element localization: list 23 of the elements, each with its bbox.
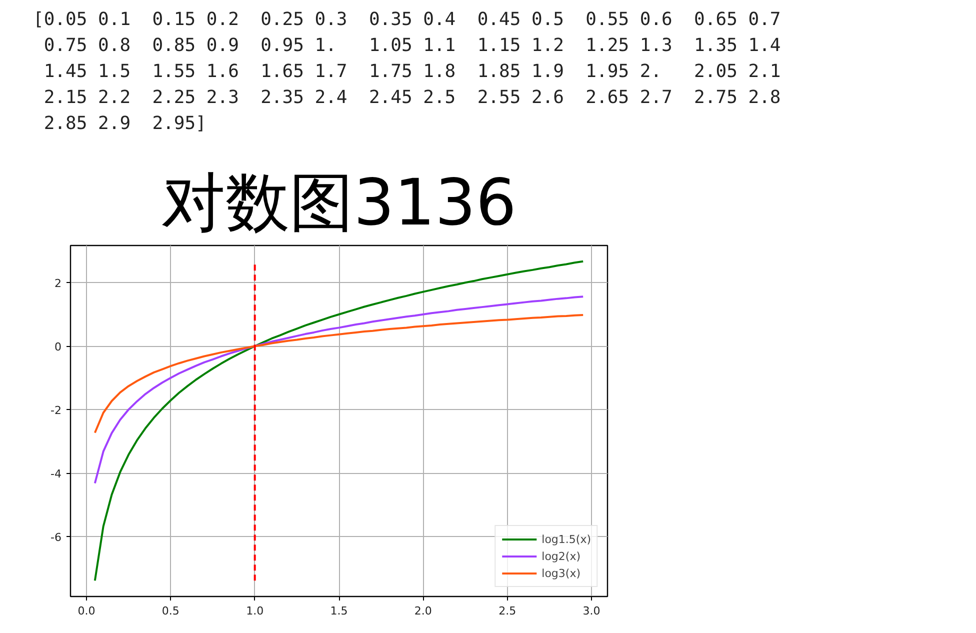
line-series <box>94 314 584 434</box>
text: 0.75 0.8 0.85 0.9 0.95 1. 1.05 1.1 1.15 1.2 1.25 1.3 1.35 1.4 <box>42 34 781 58</box>
line-series <box>94 296 584 484</box>
y-tick-label: 2 <box>54 277 62 290</box>
y-tick-label: 0 <box>54 340 62 354</box>
x-tick-label: 0.5 <box>162 604 180 618</box>
x-tick-label: 3.0 <box>582 604 600 618</box>
text: 2.85 2.9 2.95] <box>42 112 208 136</box>
x-tick-label: 2.5 <box>498 604 516 618</box>
chart-title: 对数图3136 <box>162 166 516 240</box>
y-tick-label: -6 <box>50 531 62 544</box>
legend-label: log1.5(x) <box>542 532 591 546</box>
legend-label: log3(x) <box>542 566 581 580</box>
x-tick-label: 1.5 <box>330 604 348 618</box>
x-tick-label: 0.0 <box>78 604 96 618</box>
text: 2.15 2.2 2.25 2.3 2.35 2.4 2.45 2.5 2.55 2.6 2.65 2.7 2.75 2.8 <box>42 86 781 110</box>
legend-label: log2(x) <box>542 549 581 563</box>
text: 1.45 1.5 1.55 1.6 1.65 1.7 1.75 1.8 1.85 1.9 1.95 2. 2.05 2.1 <box>42 60 781 84</box>
y-tick-label: -2 <box>50 404 62 418</box>
y-tick-label: -4 <box>50 468 62 481</box>
x-tick-label: 1.0 <box>246 604 264 618</box>
x-tick-label: 2.0 <box>414 604 432 618</box>
text: [0.05 0.1 0.15 0.2 0.25 0.3 0.35 0.4 0.45 0.5 0.55 0.6 0.65 0.7 <box>33 8 781 32</box>
